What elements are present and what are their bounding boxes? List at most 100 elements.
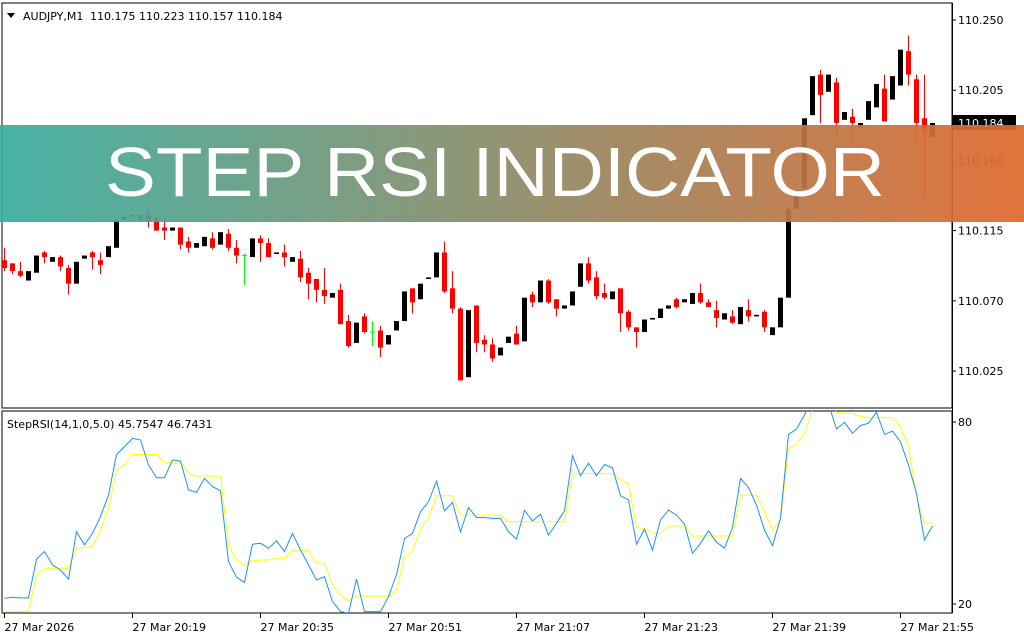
- candle-body: [634, 327, 639, 332]
- candle: [722, 313, 727, 320]
- candle: [18, 261, 23, 278]
- candle-body: [690, 293, 695, 304]
- candle-body: [746, 310, 751, 317]
- candle-body: [738, 307, 743, 325]
- time-tick-label: 27 Mar 20:35: [261, 621, 334, 634]
- candle: [386, 335, 391, 345]
- candle-body: [258, 238, 263, 244]
- candle-body: [818, 74, 823, 95]
- candle-body: [674, 299, 679, 308]
- candle-body: [874, 83, 879, 108]
- time-tick-label: 27 Mar 21:07: [517, 621, 590, 634]
- candle-body: [82, 255, 87, 259]
- banner-title: STEP RSI INDICATOR: [105, 133, 885, 211]
- candle-body: [730, 316, 735, 323]
- candle-body: [626, 311, 631, 328]
- candle-body: [882, 88, 887, 122]
- candle: [674, 297, 679, 309]
- price-tick-label: 110.205: [958, 84, 1004, 97]
- candle: [906, 35, 911, 86]
- candle-body: [914, 79, 919, 123]
- candle-body: [442, 252, 447, 292]
- candle: [898, 49, 903, 86]
- candle-body: [98, 260, 103, 265]
- candle-body: [386, 335, 391, 345]
- candle-body: [762, 311, 767, 328]
- candle-body: [642, 319, 647, 332]
- candle: [602, 283, 607, 300]
- candle-body: [682, 299, 687, 303]
- candle: [650, 317, 655, 320]
- candle-body: [530, 294, 535, 303]
- candle: [306, 268, 311, 300]
- candle: [634, 327, 639, 348]
- candle: [426, 277, 431, 279]
- candle-body: [402, 291, 407, 322]
- candle-body: [162, 227, 167, 231]
- candle-body: [842, 112, 847, 120]
- candle-body: [698, 293, 703, 303]
- candle: [810, 76, 815, 116]
- rsi-tick-label: 80: [958, 416, 972, 429]
- candle-body: [586, 263, 591, 281]
- candle: [882, 74, 887, 122]
- candle-body: [106, 246, 111, 258]
- candle: [890, 76, 895, 100]
- candle-body: [890, 76, 895, 100]
- candle: [354, 322, 359, 343]
- candle-body: [714, 310, 719, 318]
- candle: [786, 208, 791, 298]
- candle: [538, 280, 543, 303]
- candle-body: [610, 291, 615, 300]
- candle-body: [490, 344, 495, 359]
- candle: [90, 250, 95, 270]
- candle-body: [618, 288, 623, 314]
- candle-body: [42, 252, 47, 258]
- candle-body: [570, 291, 575, 306]
- candle-body: [290, 257, 295, 262]
- candle: [170, 227, 175, 231]
- candle: [370, 321, 375, 347]
- candle: [442, 241, 447, 293]
- candle: [226, 229, 231, 251]
- candle: [570, 291, 575, 306]
- candle-body: [418, 283, 423, 300]
- candle: [258, 235, 263, 262]
- candle-body: [194, 243, 199, 248]
- candle: [578, 263, 583, 287]
- candle-body: [306, 272, 311, 284]
- candle-body: [274, 252, 279, 254]
- candle: [506, 336, 511, 343]
- candle-body: [514, 333, 519, 345]
- title-banner: [0, 125, 1024, 222]
- candle: [618, 288, 623, 332]
- candle-body: [90, 252, 95, 258]
- time-axis: 27 Mar 2026 27 Mar 20:19 27 Mar 20:35 27 Ma…: [4, 613, 974, 634]
- candle-body: [34, 255, 39, 273]
- rsi-line: [4, 411, 933, 613]
- price-tick-label: 110.070: [958, 295, 1004, 308]
- triangle-down-icon[interactable]: [7, 13, 15, 18]
- time-tick-label: 27 Mar 21:23: [645, 621, 718, 634]
- candle: [82, 255, 87, 259]
- candle: [234, 239, 239, 264]
- candle: [874, 83, 879, 108]
- candle-body: [578, 263, 583, 287]
- time-tick-label: 27 Mar 21:55: [901, 621, 974, 634]
- candle-body: [74, 261, 79, 284]
- candle: [482, 335, 487, 353]
- candle: [402, 291, 407, 322]
- candle: [562, 305, 567, 309]
- candle-body: [898, 49, 903, 86]
- candle: [282, 244, 287, 267]
- chart-ohlc-values: 110.175 110.223 110.157 110.184: [90, 10, 282, 23]
- candle: [330, 293, 335, 298]
- candle-body: [754, 314, 759, 317]
- candle-body: [234, 247, 239, 256]
- candle: [322, 268, 327, 304]
- candle-body: [10, 263, 15, 272]
- candle: [50, 257, 55, 262]
- time-tick-label: 27 Mar 21:39: [773, 621, 846, 634]
